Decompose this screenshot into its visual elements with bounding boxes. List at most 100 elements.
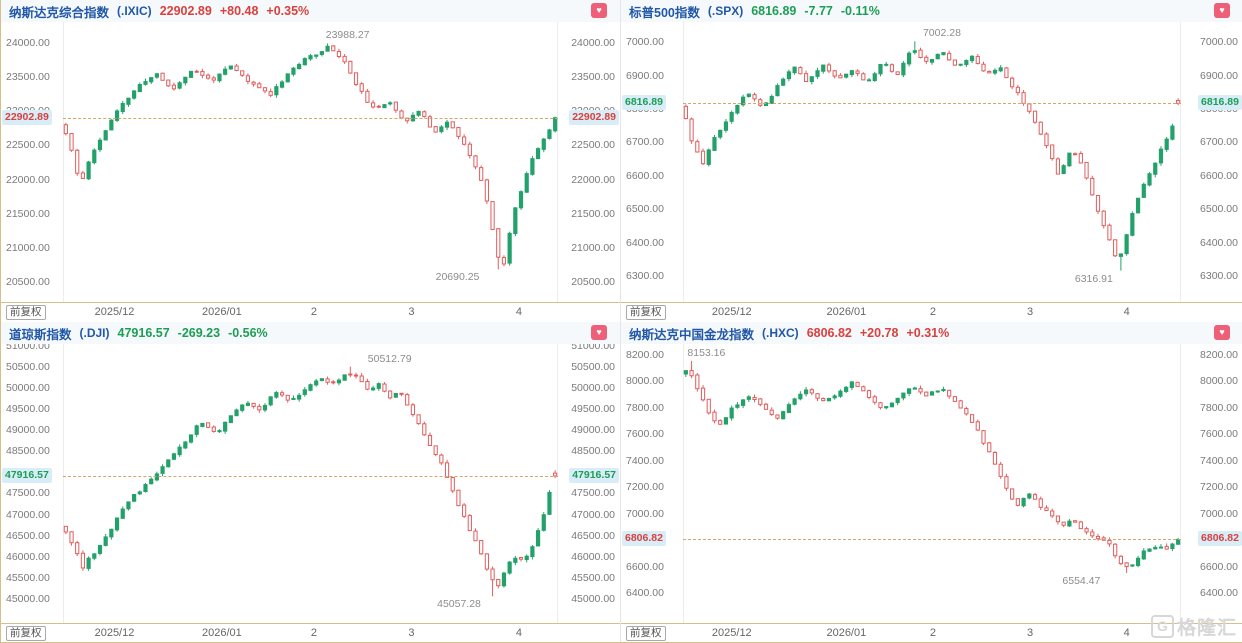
y-axis-tick-label: 6700.00 [1200,136,1238,149]
index-name[interactable]: 标普500指数 [629,5,700,20]
candlestick-plot[interactable] [63,344,558,624]
adjust-mode-button[interactable]: 前复权 [6,626,46,641]
y-axis-tick-label: 6400.00 [626,236,664,249]
y-axis-tick-label: 51000.00 [571,344,615,353]
x-axis-date-label: 4 [515,306,522,318]
y-axis-tick-label: 20500.00 [6,276,50,289]
y-axis-tick-label: 49000.00 [571,424,615,437]
favorite-button[interactable]: ♥ [591,325,607,340]
y-axis-tick-label: 22500.00 [6,139,50,152]
y-axis-tick-label: 46000.00 [571,550,615,563]
y-axis-tick-label: 23500.00 [571,70,615,83]
plot-right-border [1180,22,1181,303]
y-axis-tick-label: 45500.00 [6,571,50,584]
y-axis-tick-label: 6600.00 [626,560,664,573]
candlestick-chart[interactable]: 51000.00 51000.00 50500.00 50500.00 50000.00… [1,344,620,624]
heart-icon: ♥ [1219,5,1225,15]
panel-header: 标普500指数 (.SPX) 6816.89 -7.77 -0.11% ♥ [621,0,1242,22]
index-change: -7.77 [804,4,833,18]
y-axis-tick-label: 49500.00 [6,403,50,416]
index-change-pct: -0.56% [228,326,268,340]
x-axis-date-label: 2025/12 [94,306,135,318]
y-axis-tick-label: 50500.00 [571,361,615,374]
candlestick-chart[interactable]: 24000.0024000.0023500.0023500.0023000.00… [1,22,620,303]
x-axis-date-label: 2 [310,627,318,639]
index-name[interactable]: 纳斯达克中国金龙指数 [629,327,755,342]
y-axis-tick-label: 7800.00 [1200,401,1238,414]
x-axis: 前复权 2025/12 2026/01 2 3 4 [621,302,1242,322]
plot-right-border [557,344,558,624]
y-axis-tick-label: 46000.00 [6,550,50,563]
current-price-badge: 47916.57 [2,467,52,483]
x-axis-date-label: 2025/12 [711,306,752,318]
candlestick-plot[interactable] [683,22,1181,303]
y-axis-tick-label: 6400.00 [626,587,664,600]
panel-sp500: 标普500指数 (.SPX) 6816.89 -7.77 -0.11% ♥ 70… [621,0,1242,322]
y-axis-tick-label: 7000.00 [1200,36,1238,49]
y-axis-tick-label: 45000.00 [6,592,50,605]
adjust-mode-button[interactable]: 前复权 [626,626,666,641]
y-axis-tick-label: 6600.00 [626,169,664,182]
panel-header: 纳斯达克中国金龙指数 (.HXC) 6806.82 +20.78 +0.31% … [621,322,1242,344]
x-axis-date-label: 2026/01 [202,306,242,318]
adjust-mode-button[interactable]: 前复权 [626,305,666,320]
current-price-line [63,475,558,477]
y-axis-tick-label: 49000.00 [6,424,50,437]
x-axis-date-label: 2026/01 [826,306,867,318]
y-axis-tick-label: 8000.00 [1200,375,1238,388]
x-axis-date-label: 4 [1123,306,1130,318]
y-axis-tick-label: 8200.00 [626,348,664,361]
index-change-pct: -0.11% [840,4,880,18]
index-price: 6816.89 [751,4,797,18]
y-axis-tick-label: 23500.00 [6,70,50,83]
y-axis-tick-label: 46500.00 [6,529,50,542]
y-axis-tick-label: 7000.00 [626,507,664,520]
y-axis-tick-label: 6700.00 [626,136,664,149]
x-axis-date-label: 2 [929,627,937,639]
y-axis-tick-label: 45500.00 [571,571,615,584]
period-low-label: 20690.25 [435,271,480,284]
y-axis-tick-label: 21000.00 [6,242,50,255]
x-axis-date-label: 3 [1027,306,1034,318]
plot-left-border [63,22,64,303]
gelonghui-watermark: G 格隆汇 [1150,613,1237,640]
x-axis: 前复权 2025/12 2026/01 2 3 4 [621,623,1242,642]
x-axis-date-label: 3 [408,627,415,639]
period-high-label: 8153.16 [687,346,726,359]
gelonghui-logo-icon: G [1150,615,1174,638]
favorite-button[interactable]: ♥ [1214,3,1230,18]
y-axis-tick-label: 7600.00 [1200,428,1238,441]
x-axis-date-label: 2026/01 [202,627,242,639]
x-axis-date-label: 2025/12 [711,627,752,639]
index-name[interactable]: 道琼斯指数 [9,327,72,342]
y-axis-tick-label: 6400.00 [1200,587,1238,600]
panel-dow-jones: 道琼斯指数 (.DJI) 47916.57 -269.23 -0.56% ♥ 5… [1,322,621,642]
candlestick-chart[interactable]: 8200.00 8200.00 8000.00 8000.00 7800.00 7800.… [621,344,1242,624]
adjust-mode-button[interactable]: 前复权 [6,305,46,320]
current-price-line [683,103,1181,105]
y-axis-tick-label: 47000.00 [571,508,615,521]
favorite-button[interactable]: ♥ [591,3,607,18]
y-axis-tick-label: 6600.00 [1200,169,1238,182]
plot-left-border [683,344,684,624]
x-axis-date-label: 3 [1027,627,1034,639]
x-axis-date-label: 2025/12 [94,627,135,639]
current-price-line [63,117,558,119]
panel-header: 纳斯达克综合指数 (.IXIC) 22902.89 +80.48 +0.35% … [1,0,620,22]
y-axis-tick-label: 49500.00 [571,403,615,416]
y-axis-tick-label: 6400.00 [1200,236,1238,249]
y-axis-tick-label: 46500.00 [571,529,615,542]
index-change: -269.23 [177,326,221,340]
y-axis-tick-label: 21500.00 [571,207,615,220]
index-change: +20.78 [859,326,899,340]
favorite-button[interactable]: ♥ [1214,325,1230,340]
y-axis-tick-label: 8000.00 [626,375,664,388]
current-price-badge: 22902.89 [569,109,619,125]
candlestick-chart[interactable]: 7000.007000.006900.006900.006800.006800.… [621,22,1242,303]
index-code: (.HXC) [762,326,799,340]
index-name[interactable]: 纳斯达克综合指数 [9,5,110,20]
candlestick-plot[interactable] [63,22,558,303]
candlestick-plot[interactable] [683,344,1181,624]
plot-right-border [1180,344,1181,624]
index-code: (.SPX) [707,4,744,18]
